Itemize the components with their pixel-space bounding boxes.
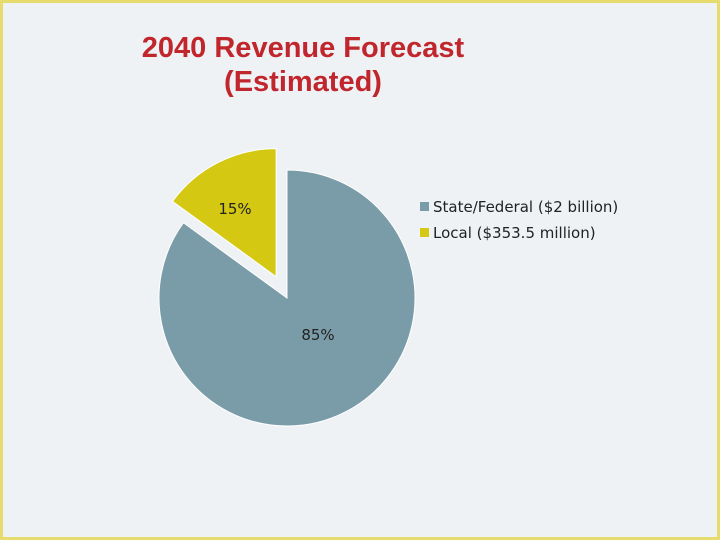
chart-title-line-1: 2040 Revenue Forecast <box>141 32 465 64</box>
slice-labels: 85% 15% <box>218 200 334 344</box>
pie-slice-state-federal <box>158 169 416 427</box>
slice-label-local: 15% <box>218 200 251 218</box>
chart-title-line-2: (Estimated) <box>224 66 382 98</box>
legend-swatch-state-federal <box>420 202 429 211</box>
legend: State/Federal ($2 billion) Local ($353.5 … <box>420 198 618 242</box>
legend-label-local: Local ($353.5 million) <box>433 224 596 242</box>
pie-slices <box>158 148 416 427</box>
slice-label-state-federal: 85% <box>301 326 334 344</box>
legend-swatch-local <box>420 228 429 237</box>
legend-label-state-federal: State/Federal ($2 billion) <box>433 198 618 216</box>
chart-title: 2040 Revenue Forecast (Estimated) <box>113 31 493 99</box>
pie-slice-local <box>171 148 277 278</box>
